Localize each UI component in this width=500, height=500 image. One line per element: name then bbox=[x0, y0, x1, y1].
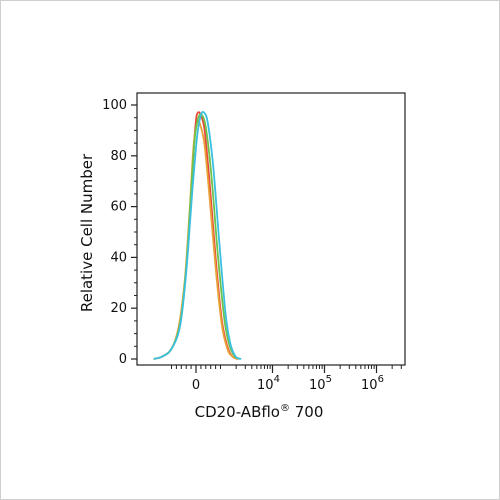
x-tick-label-1000000: 106 bbox=[361, 374, 384, 393]
x-tick-label-base: 0 bbox=[192, 378, 200, 393]
x-tick-label-0: 0 bbox=[192, 378, 200, 393]
y-tick-label-60: 60 bbox=[110, 200, 127, 215]
x-axis-title-tail: 700 bbox=[290, 403, 323, 421]
y-tick-label-20: 20 bbox=[110, 301, 127, 316]
x-tick-label-base: 10 bbox=[257, 378, 274, 393]
plot-area bbox=[136, 92, 406, 366]
y-tick-label-40: 40 bbox=[110, 250, 127, 265]
x-axis-title: CD20-ABflo® 700 bbox=[195, 403, 324, 421]
y-tick-label-0: 0 bbox=[119, 352, 127, 367]
x-tick-label-10000: 104 bbox=[257, 374, 280, 393]
x-tick-label-base: 10 bbox=[361, 378, 378, 393]
x-tick-label-100000: 105 bbox=[309, 374, 332, 393]
x-tick-label-base: 10 bbox=[309, 378, 326, 393]
plot-frame bbox=[136, 92, 406, 366]
x-tick-label-exp: 4 bbox=[274, 374, 280, 385]
x-tick-label-exp: 5 bbox=[326, 374, 332, 385]
x-axis-title-main: CD20-ABflo bbox=[195, 403, 280, 421]
y-tick-label-100: 100 bbox=[102, 98, 127, 113]
x-axis-title-reg: ® bbox=[280, 403, 290, 414]
y-axis: 0 20 40 60 80 100 bbox=[102, 98, 137, 367]
y-axis-title: Relative Cell Number bbox=[78, 153, 96, 312]
series-line-4 bbox=[153, 110, 242, 360]
x-tick-label-exp: 6 bbox=[378, 374, 384, 385]
y-tick-label-80: 80 bbox=[110, 149, 127, 164]
x-axis: 0 104 105 106 bbox=[171, 365, 402, 393]
